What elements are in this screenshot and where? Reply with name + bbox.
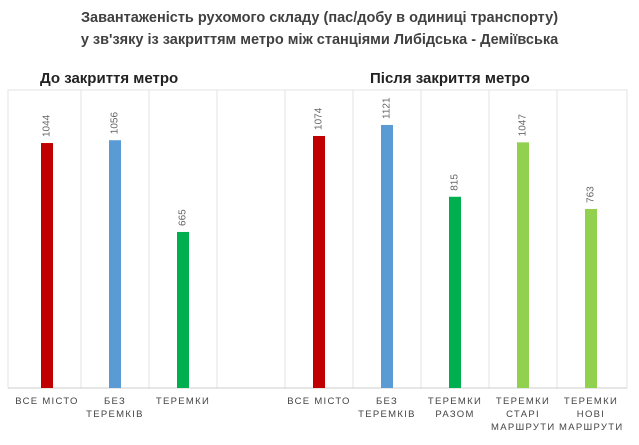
bar — [41, 143, 53, 388]
bar — [381, 124, 393, 388]
chart-subtitle: у зв'зяку із закриттям метро між станція… — [80, 32, 559, 48]
x-tick-label: ТЕРЕМКИ СТАРІ МАРШРУТИ — [491, 396, 556, 433]
x-tick-label: ВСЕ МІСТО — [15, 396, 79, 407]
value-label: 763 — [586, 186, 597, 203]
x-tick-label: БЕЗ ТЕРЕМКІВ — [86, 396, 144, 420]
bar — [517, 142, 529, 388]
value-label: 1044 — [42, 114, 53, 137]
value-label: 1056 — [110, 112, 121, 135]
value-label: 1121 — [382, 97, 393, 119]
x-tick-label: ТЕРЕМКИ РАЗОМ — [427, 396, 483, 420]
bar — [177, 231, 189, 388]
value-label: 665 — [178, 209, 189, 226]
bar — [109, 140, 121, 388]
value-label: 815 — [450, 174, 461, 191]
bar — [585, 208, 597, 388]
x-tick-label: ТЕРЕМКИ — [155, 396, 211, 407]
group-label: Після закриття метро — [370, 70, 530, 87]
x-tick-label: БЕЗ ТЕРЕМКІВ — [358, 396, 416, 420]
group-label: До закриття метро — [40, 70, 179, 87]
x-tick-label: ТЕРЕМКИ НОВІ МАРШРУТИ — [559, 396, 624, 433]
x-tick-label: ВСЕ МІСТО — [287, 396, 351, 407]
value-label: 1074 — [314, 107, 325, 130]
bar — [313, 135, 325, 388]
value-label: 1047 — [518, 114, 529, 137]
chart-title: Завантаженість рухомого складу (пас/добу… — [80, 10, 559, 26]
bar — [449, 196, 461, 388]
